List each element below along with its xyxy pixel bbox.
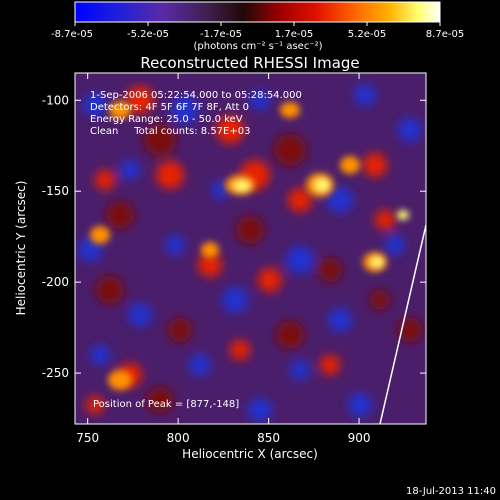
- image-texture: [78, 84, 422, 422]
- colorbar: -8.7e-05 -5.2e-05 -1.7e-05 1.7e-05 5.2e-05 8.…: [51, 1, 464, 52]
- image-panel: [75, 73, 426, 424]
- y-tick-label: -250: [42, 366, 69, 380]
- colorbar-tick-label: 1.7e-05: [275, 29, 313, 40]
- y-tick-label: -150: [42, 184, 69, 198]
- colorbar-tick-label: -8.7e-05: [51, 29, 93, 40]
- detectors-label: Detectors: 4F 5F 6F 7F 8F, Att 0: [90, 102, 249, 113]
- method-counts-label: Clean Total counts: 8.57E+03: [90, 126, 250, 137]
- y-axis: -100 -150 -200 -250: [42, 93, 426, 380]
- y-tick-label: -100: [42, 93, 69, 107]
- image-annotations: 1-Sep-2006 05:22:54.000 to 05:28:54.000 …: [90, 90, 302, 410]
- x-axis: 750 800 850 900: [76, 73, 371, 445]
- colorbar-units: (photons cm⁻² s⁻¹ asec⁻²): [193, 41, 322, 52]
- plot-title: Reconstructed RHESSI Image: [140, 54, 359, 72]
- colorbar-ticks: -8.7e-05 -5.2e-05 -1.7e-05 1.7e-05 5.2e-05 8.…: [51, 22, 464, 40]
- energy-range-label: Energy Range: 25.0 - 50.0 keV: [90, 114, 243, 125]
- colorbar-tick-label: 5.2e-05: [348, 29, 386, 40]
- x-tick-label: 850: [257, 431, 280, 445]
- time-range-label: 1-Sep-2006 05:22:54.000 to 05:28:54.000: [90, 90, 302, 101]
- plot-frame: [74, 72, 427, 425]
- colorbar-tick-label: 8.7e-05: [426, 29, 464, 40]
- y-tick-label: -200: [42, 275, 69, 289]
- y-axis-label: Heliocentric Y (arcsec): [14, 181, 28, 316]
- footer-timestamp: 18-Jul-2013 11:40: [406, 486, 496, 497]
- colorbar-tick-label: -5.2e-05: [127, 29, 169, 40]
- image-bright-cores: [90, 101, 409, 390]
- x-tick-label: 750: [76, 431, 99, 445]
- colorbar-gradient: [74, 1, 441, 23]
- x-tick-label: 900: [348, 431, 371, 445]
- solar-limb-line: [379, 224, 426, 424]
- peak-position-label: Position of Peak = [877,-148]: [93, 399, 239, 410]
- x-axis-label: Heliocentric X (arcsec): [182, 447, 318, 461]
- x-tick-label: 800: [167, 431, 190, 445]
- colorbar-tick-label: -1.7e-05: [200, 29, 242, 40]
